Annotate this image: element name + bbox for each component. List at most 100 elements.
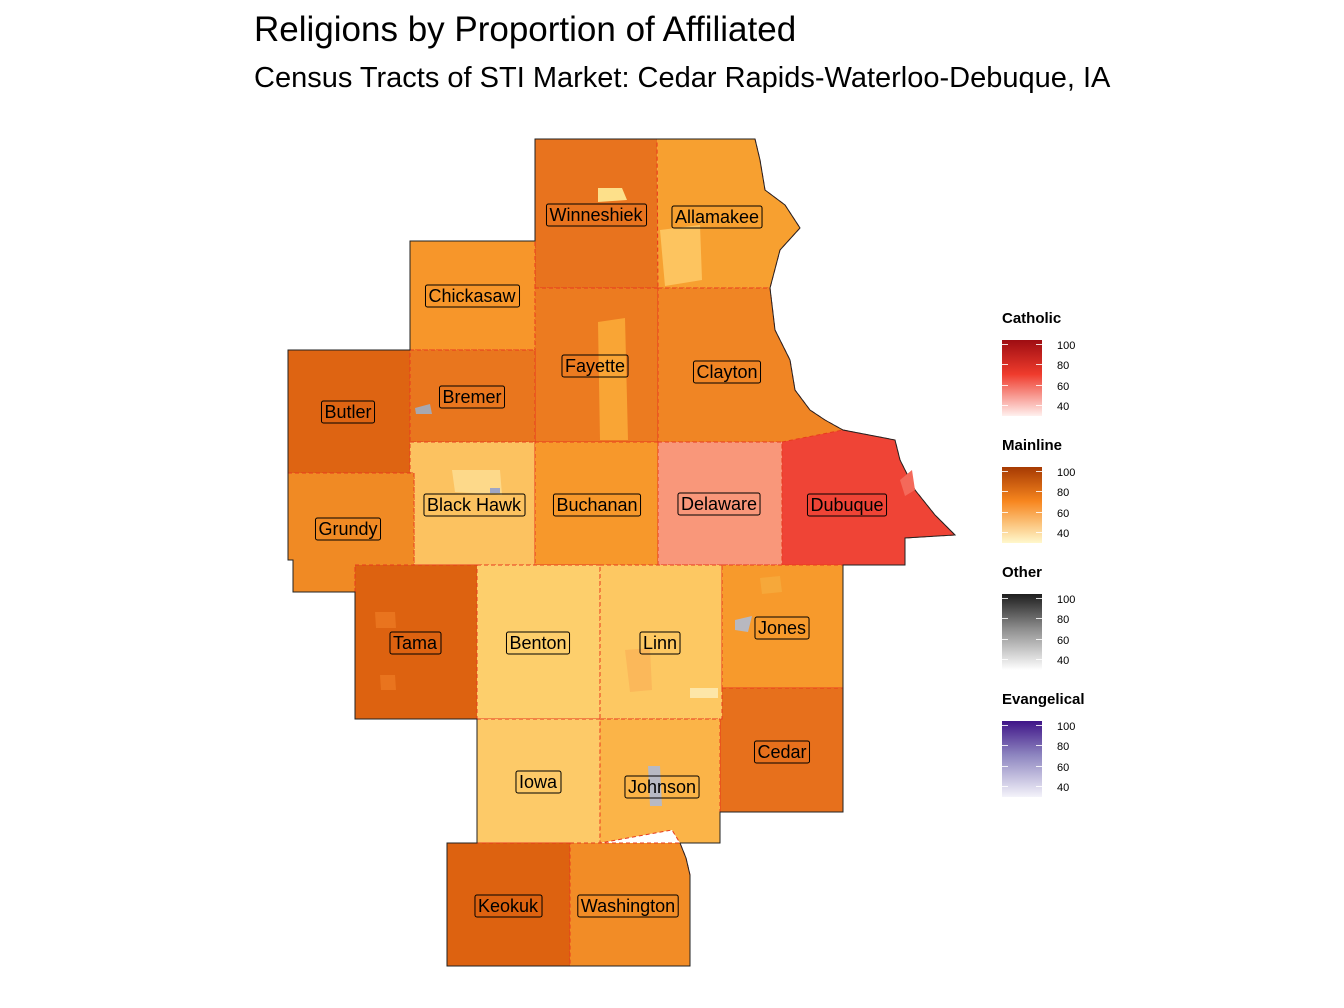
- county-label-text: Winneshiek: [549, 205, 643, 225]
- county-label-text: Allamakee: [675, 207, 759, 227]
- legend: Catholic 100 80 60 40 Mainline 100 80 60 40 Other 1…: [1002, 310, 1122, 818]
- county-label-winneshiek: Winneshiek: [545, 203, 648, 227]
- county-label-keokuk: Keokuk: [474, 894, 543, 918]
- county-label-dubuque: Dubuque: [806, 493, 888, 517]
- county-label-cedar: Cedar: [753, 740, 811, 764]
- legend-tick-labels: 100 80 60 40: [1057, 463, 1075, 544]
- legend-tick-label: 80: [1057, 487, 1070, 500]
- county-label-text: Benton: [509, 633, 566, 653]
- legend-tick-label: 100: [1057, 340, 1076, 352]
- legend-tick-mark: [1036, 491, 1042, 492]
- county-label-text: Butler: [324, 402, 371, 422]
- county-label-text: Delaware: [681, 494, 757, 514]
- county-label-text: Clayton: [696, 362, 757, 382]
- county-label-box: [753, 740, 811, 764]
- county-label-black-hawk: Black Hawk: [423, 493, 526, 517]
- map-subtitle: Census Tracts of STI Market: Cedar Rapid…: [254, 62, 1111, 94]
- legend-tick-mark: [1036, 344, 1042, 345]
- legend-title-other: Other: [1002, 564, 1043, 581]
- tract-highlight: [760, 576, 782, 594]
- legend-tick-mark: [1036, 618, 1042, 619]
- legend-tick-labels: 100 80 60 40: [1057, 336, 1075, 417]
- county-label-benton: Benton: [505, 631, 571, 655]
- county-label-box: [423, 493, 526, 517]
- legend-tick-label: 60: [1057, 634, 1070, 647]
- county-label-box: [320, 400, 376, 424]
- county-label-box: [639, 631, 681, 655]
- legend-tick-mark: [1036, 659, 1042, 660]
- legend-tick-mark: [1036, 405, 1042, 406]
- county-label-box: [438, 385, 506, 409]
- legend-tick-label: 100: [1057, 721, 1076, 733]
- market-outline: [287, 138, 957, 967]
- county-label-buchanan: Buchanan: [552, 493, 642, 517]
- county-label-box: [624, 775, 700, 799]
- legend-colorbar-catholic: [1002, 340, 1042, 416]
- county-label-box: [314, 517, 382, 541]
- county-label-box: [389, 631, 442, 655]
- county-label-fayette: Fayette: [561, 354, 629, 378]
- legend-tick-mark: [1002, 385, 1008, 386]
- legend-tick-label: 40: [1057, 527, 1070, 540]
- tract-highlight: [598, 188, 627, 202]
- county-label-text: Keokuk: [478, 896, 539, 916]
- legend-tick-mark: [1002, 786, 1008, 787]
- legend-tick-label: 40: [1057, 654, 1070, 667]
- county-label-text: Washington: [581, 896, 675, 916]
- legend-tick-mark: [1036, 471, 1042, 472]
- county-label-text: Fayette: [565, 356, 625, 376]
- legend-title-catholic: Catholic: [1002, 310, 1062, 327]
- legend-tick-labels: 100 80 60 40: [1057, 717, 1075, 798]
- legend-tick-label: 60: [1057, 380, 1070, 393]
- county-label-box: [515, 770, 562, 794]
- legend-tick-mark: [1002, 659, 1008, 660]
- county-label-box: [692, 360, 762, 384]
- legend-tick-mark: [1002, 725, 1008, 726]
- legend-tick-mark: [1036, 512, 1042, 513]
- legend-tick-mark: [1002, 532, 1008, 533]
- legend-title-mainline: Mainline: [1002, 437, 1063, 454]
- legend-tick-mark: [1002, 405, 1008, 406]
- legend-tick-mark: [1002, 471, 1008, 472]
- county-label-washington: Washington: [577, 894, 679, 918]
- county-label-box: [671, 205, 763, 229]
- legend-tick-mark: [1036, 639, 1042, 640]
- county-label-box: [677, 492, 761, 516]
- county-label-iowa: Iowa: [515, 770, 562, 794]
- legend-tick-mark: [1036, 745, 1042, 746]
- county-label-text: Iowa: [519, 772, 558, 792]
- legend-tick-labels: 100 80 60 40: [1057, 590, 1075, 671]
- tract-highlight: [690, 688, 718, 698]
- county-label-linn: Linn: [639, 631, 681, 655]
- legend-tick-mark: [1002, 344, 1008, 345]
- legend-colorbar-other: [1002, 594, 1042, 670]
- legend-tick-label: 40: [1057, 400, 1070, 413]
- county-label-text: Jones: [758, 618, 806, 638]
- county-label-allamakee: Allamakee: [671, 205, 763, 229]
- legend-tick-mark: [1002, 491, 1008, 492]
- legend-tick-mark: [1036, 725, 1042, 726]
- county-label-text: Chickasaw: [428, 286, 516, 306]
- county-label-text: Bremer: [442, 387, 501, 407]
- legend-tick-mark: [1036, 385, 1042, 386]
- tract-nodata: [415, 404, 432, 414]
- legend-tick-mark: [1002, 639, 1008, 640]
- legend-tick-mark: [1036, 598, 1042, 599]
- legend-group-evangelical: Evangelical 100 80 60 40: [1002, 691, 1122, 818]
- county-label-bremer: Bremer: [438, 385, 506, 409]
- legend-tick-mark: [1002, 364, 1008, 365]
- county-label-clayton: Clayton: [692, 360, 762, 384]
- legend-tick-mark: [1036, 786, 1042, 787]
- legend-tick-label: 100: [1057, 467, 1076, 479]
- county-label-box: [505, 631, 571, 655]
- county-region-dubuque: [781, 429, 957, 566]
- county-label-box: [561, 354, 629, 378]
- legend-tick-mark: [1002, 766, 1008, 767]
- county-label-text: Buchanan: [556, 495, 637, 515]
- tract-nodata: [490, 488, 500, 493]
- tract-highlight: [452, 470, 502, 495]
- legend-group-other: Other 100 80 60 40: [1002, 564, 1122, 691]
- legend-tick-mark: [1036, 766, 1042, 767]
- county-label-delaware: Delaware: [677, 492, 761, 516]
- legend-group-mainline: Mainline 100 80 60 40: [1002, 437, 1122, 564]
